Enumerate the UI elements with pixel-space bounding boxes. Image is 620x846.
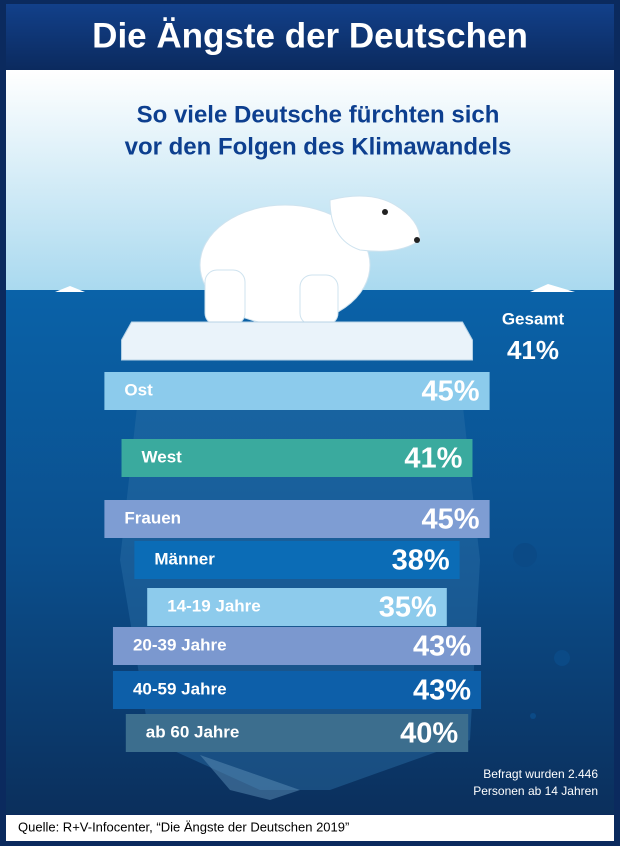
bar [125, 714, 469, 752]
category-label: West [142, 447, 183, 466]
category-label: Frauen [124, 508, 181, 527]
title: Die Ängste der Deutschen [92, 16, 528, 55]
bubble [554, 650, 570, 666]
polar-bear [199, 195, 421, 326]
source: Quelle: R+V-Infocenter, “Die Ängste der … [18, 819, 349, 834]
note: Befragt wurden 2.446 [483, 767, 598, 781]
bar [104, 500, 490, 538]
bubble [530, 713, 536, 719]
category-label: 20-39 Jahre [133, 635, 227, 654]
total-value: 41% [507, 335, 559, 365]
value-label: 43% [413, 631, 471, 663]
total-label: Gesamt [502, 309, 565, 328]
category-label: 14-19 Jahre [167, 596, 261, 615]
bubble [513, 543, 537, 567]
header [6, 4, 614, 70]
ice [55, 286, 85, 292]
subtitle: So viele Deutsche fürchten sich [137, 101, 500, 128]
value-label: 38% [392, 545, 450, 577]
value-label: 35% [379, 592, 437, 624]
ice-floe [121, 321, 473, 361]
bar [112, 671, 482, 709]
bar [134, 541, 460, 579]
category-label: 40-59 Jahre [133, 679, 227, 698]
value-label: 41% [404, 443, 462, 475]
subtitle: vor den Folgen des Klimawandels [125, 133, 512, 160]
bar [121, 439, 473, 477]
value-label: 40% [400, 718, 458, 750]
bar [147, 588, 447, 626]
value-label: 43% [413, 675, 471, 707]
value-label: 45% [422, 376, 480, 408]
category-label: Männer [154, 549, 215, 568]
ice [530, 284, 575, 292]
category-label: ab 60 Jahre [146, 722, 240, 741]
note: Personen ab 14 Jahren [473, 784, 598, 798]
value-label: 45% [422, 504, 480, 536]
bar [112, 627, 482, 665]
bar [104, 372, 490, 410]
category-label: Ost [124, 380, 153, 399]
footer [6, 815, 614, 841]
iceberg-tip [200, 755, 300, 800]
